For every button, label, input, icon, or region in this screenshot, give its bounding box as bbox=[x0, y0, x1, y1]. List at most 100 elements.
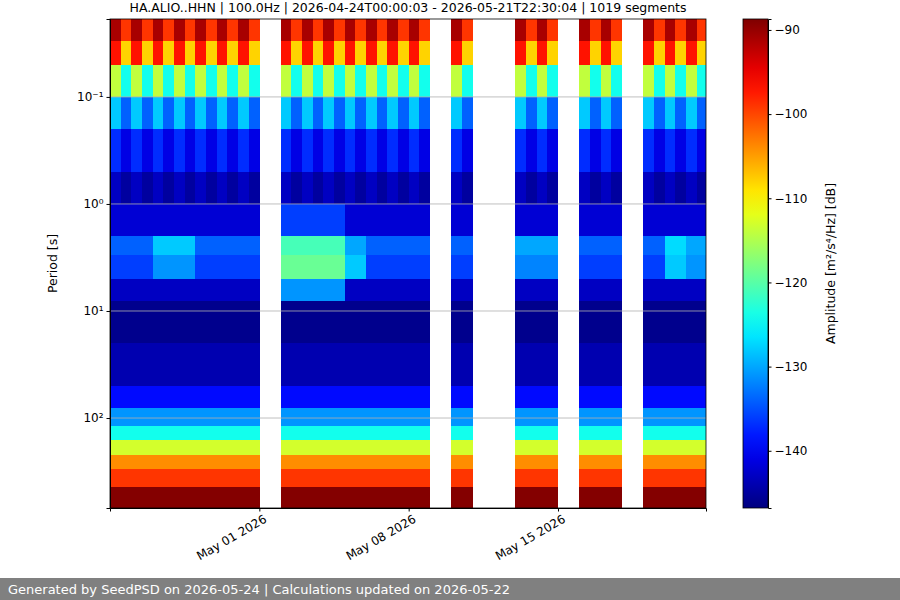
heatmap-cell bbox=[377, 19, 388, 41]
heatmap-cell bbox=[174, 41, 185, 65]
y-tick: 10¹ bbox=[83, 304, 110, 318]
heatmap-cell bbox=[654, 19, 665, 41]
heatmap-cell bbox=[345, 469, 356, 487]
heatmap-cell bbox=[526, 204, 537, 237]
heatmap-cell bbox=[665, 487, 676, 508]
heatmap-cell bbox=[345, 426, 356, 440]
heatmap-cell bbox=[217, 343, 228, 386]
heatmap-cell bbox=[537, 343, 548, 386]
heatmap-cell bbox=[697, 440, 706, 455]
heatmap-cell bbox=[675, 343, 686, 386]
heatmap-cell bbox=[110, 487, 121, 508]
heatmap-cell bbox=[579, 41, 590, 65]
heatmap-cell bbox=[665, 19, 676, 41]
heatmap-cell bbox=[206, 426, 217, 440]
heatmap-cell bbox=[238, 65, 249, 98]
plot-frame bbox=[110, 19, 706, 508]
y-axis-line bbox=[107, 20, 111, 509]
x-axis-line bbox=[111, 509, 707, 512]
heatmap-cell bbox=[174, 487, 185, 508]
heatmap-cell bbox=[227, 236, 238, 255]
heatmap-cell bbox=[547, 408, 558, 427]
heatmap-cell bbox=[185, 469, 196, 487]
heatmap-cell bbox=[206, 65, 217, 98]
heatmap-cell bbox=[398, 172, 409, 205]
heatmap-cell bbox=[409, 408, 420, 427]
heatmap-cell bbox=[153, 204, 164, 237]
heatmap-cell bbox=[377, 487, 388, 508]
heatmap-cell bbox=[163, 487, 174, 508]
heatmap-cell bbox=[302, 455, 313, 470]
heatmap-cell bbox=[174, 426, 185, 440]
heatmap-cell bbox=[611, 426, 622, 440]
heatmap-cell bbox=[195, 204, 206, 237]
heatmap-cell bbox=[601, 279, 612, 301]
heatmap-cell bbox=[334, 41, 345, 65]
heatmap-cell bbox=[409, 426, 420, 440]
heatmap-cell bbox=[398, 343, 409, 386]
heatmap-cell bbox=[291, 440, 302, 455]
heatmap-cell bbox=[366, 204, 377, 237]
heatmap-cell bbox=[323, 408, 334, 427]
heatmap-cell bbox=[281, 129, 292, 172]
heatmap-cell bbox=[537, 455, 548, 470]
heatmap-cell bbox=[601, 469, 612, 487]
heatmap-cell bbox=[462, 440, 473, 455]
heatmap-cell bbox=[654, 408, 665, 427]
heatmap-cell bbox=[398, 426, 409, 440]
heatmap-cell bbox=[387, 440, 398, 455]
colorbar-tick-mark bbox=[768, 114, 772, 115]
heatmap-cell bbox=[643, 129, 654, 172]
heatmap-cell bbox=[163, 455, 174, 470]
heatmap-cell bbox=[195, 41, 206, 65]
heatmap-cell bbox=[697, 426, 706, 440]
heatmap-cell bbox=[121, 41, 132, 65]
heatmap-cell bbox=[355, 301, 366, 344]
heatmap-cell bbox=[110, 97, 121, 130]
heatmap-cell bbox=[590, 487, 601, 508]
heatmap-cell bbox=[654, 440, 665, 455]
heatmap-cell bbox=[121, 172, 132, 205]
heatmap-cell bbox=[697, 97, 706, 130]
heatmap-cell bbox=[697, 129, 706, 172]
heatmap-cell bbox=[601, 41, 612, 65]
heatmap-cell bbox=[355, 426, 366, 440]
heatmap-cell bbox=[206, 487, 217, 508]
heatmap-cell bbox=[398, 255, 409, 279]
heatmap-cell bbox=[291, 236, 302, 255]
heatmap-cell bbox=[611, 386, 622, 408]
footer-text: Generated by SeedPSD on 2026-05-24 | Cal… bbox=[8, 582, 510, 597]
heatmap-cell bbox=[153, 172, 164, 205]
heatmap-cell bbox=[675, 469, 686, 487]
heatmap-cell bbox=[547, 301, 558, 344]
heatmap-cell bbox=[121, 440, 132, 455]
heatmap-cell bbox=[579, 301, 590, 344]
heatmap-cell bbox=[174, 386, 185, 408]
heatmap-cell bbox=[462, 487, 473, 508]
heatmap-cell bbox=[665, 236, 676, 255]
heatmap-cell bbox=[419, 97, 430, 130]
heatmap-cell bbox=[206, 455, 217, 470]
heatmap-cell bbox=[590, 426, 601, 440]
heatmap-cell bbox=[590, 172, 601, 205]
heatmap-cell bbox=[302, 236, 313, 255]
heatmap-cell bbox=[451, 426, 462, 440]
heatmap-cell bbox=[131, 41, 142, 65]
heatmap-cell bbox=[227, 204, 238, 237]
heatmap-cell bbox=[366, 455, 377, 470]
heatmap-cell bbox=[163, 41, 174, 65]
heatmap-cell bbox=[398, 65, 409, 98]
heatmap-cell bbox=[121, 301, 132, 344]
heatmap-cell bbox=[377, 172, 388, 205]
heatmap-cell bbox=[217, 426, 228, 440]
heatmap-cell bbox=[451, 129, 462, 172]
heatmap-cell bbox=[238, 172, 249, 205]
heatmap-cell bbox=[526, 386, 537, 408]
heatmap-cell bbox=[601, 301, 612, 344]
heatmap-cell bbox=[387, 487, 398, 508]
heatmap-cell bbox=[686, 408, 697, 427]
heatmap-cell bbox=[579, 97, 590, 130]
heatmap-cell bbox=[131, 129, 142, 172]
heatmap-cell bbox=[601, 65, 612, 98]
heatmap-cell bbox=[323, 426, 334, 440]
